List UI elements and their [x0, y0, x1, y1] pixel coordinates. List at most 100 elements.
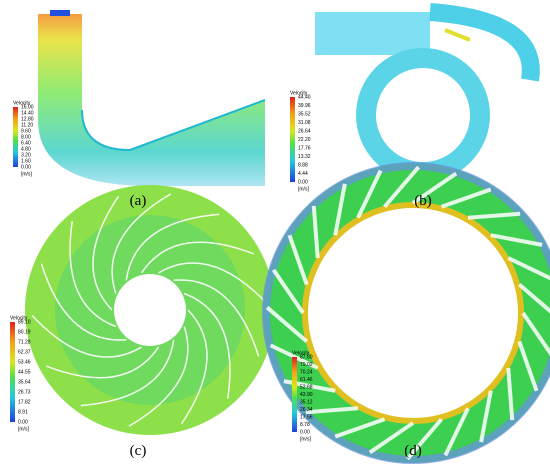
legend-tick: 53.46 [18, 359, 31, 365]
legend-unit: [m/s] [300, 436, 311, 442]
vane [521, 311, 550, 357]
legend-tick: 70.24 [300, 369, 313, 375]
legend-tick: 61.46 [300, 377, 313, 383]
legend-tick: 89.10 [18, 319, 31, 325]
legend-tick: 52.68 [300, 384, 313, 390]
vane [506, 367, 515, 421]
vane [405, 417, 443, 461]
blade [180, 309, 208, 425]
legend-tick: 8.91 [18, 409, 28, 415]
legend-tick: 0.00 [298, 179, 308, 185]
legend-tick: 44.55 [18, 369, 31, 375]
vane [490, 233, 543, 247]
legend-tick: 26.64 [298, 128, 311, 134]
legend-tick: 35.64 [18, 379, 31, 385]
legend-tick: 8.00 [21, 134, 31, 140]
legend-tick: 8.88 [298, 162, 308, 168]
legend-tick: 31.08 [298, 120, 311, 126]
vane [467, 211, 521, 220]
blade [125, 213, 220, 281]
panel-c-image [25, 185, 275, 435]
legend-tick: 9.60 [21, 128, 31, 134]
blade [80, 339, 175, 407]
legend-unit: [m/s] [18, 426, 29, 432]
blade [111, 193, 172, 294]
legend-tick: 4.80 [21, 146, 31, 152]
vane [368, 421, 415, 455]
legend-tick: 80.19 [18, 329, 31, 335]
vane [334, 417, 386, 439]
panel-label: (b) [414, 193, 432, 209]
vane [507, 256, 550, 281]
vane [479, 390, 493, 443]
legend-tick: 6.40 [21, 140, 31, 146]
colorbar [10, 322, 15, 422]
legend-tick: 79.02 [300, 362, 313, 368]
vane [271, 268, 305, 315]
vane [383, 165, 421, 209]
legend-title: Velocity [290, 90, 308, 96]
legend-tick: 0.00 [300, 429, 310, 435]
legend-tick: 35.52 [298, 111, 311, 117]
legend-title: Velocity [10, 315, 28, 321]
panel-d-image [262, 162, 550, 464]
panel-a-image [38, 10, 266, 186]
legend-tick: 17.76 [298, 145, 311, 151]
legend-tick: 26.73 [18, 389, 31, 395]
legend-title: Velocity [292, 350, 310, 356]
blade [45, 346, 160, 379]
vane [305, 406, 359, 415]
legend-tick: 44.40 [298, 94, 311, 100]
vane [311, 205, 320, 259]
legend-tick: 8.78 [300, 422, 310, 428]
blade [92, 195, 120, 311]
legend-tick: 13.32 [298, 154, 311, 160]
vane [440, 187, 492, 209]
legend-unit: [m/s] [298, 186, 309, 192]
legend-tick: 16.00 [21, 104, 34, 110]
panel-label: (a) [130, 193, 147, 209]
legend-tick: 12.80 [21, 116, 34, 122]
vane [443, 407, 470, 457]
colorbar [13, 107, 18, 167]
legend-tick: 0.00 [21, 164, 31, 170]
blade [140, 241, 255, 274]
vane [517, 283, 550, 314]
legend-tick: 3.20 [21, 152, 31, 158]
legend-tick: 62.37 [18, 349, 31, 355]
legend-tick: 0.00 [18, 419, 28, 425]
blade [31, 314, 142, 358]
blade [158, 262, 269, 306]
colorbar [292, 357, 297, 432]
blade [173, 279, 260, 357]
vane [333, 183, 347, 236]
legend-tick: 43.90 [300, 392, 313, 398]
legend-tick: 35.12 [300, 399, 313, 405]
legend-tick: 39.96 [298, 103, 311, 109]
vane [517, 340, 539, 392]
vane [411, 171, 458, 205]
panel-label: (d) [404, 443, 422, 459]
legend-tick: 11.20 [21, 122, 33, 128]
legend-tick: 4.44 [298, 171, 308, 177]
blade [128, 326, 189, 427]
legend-tick: 14.40 [21, 110, 34, 116]
vane [269, 343, 319, 370]
legend-tick: 1.60 [21, 158, 31, 164]
legend-tick: 17.56 [300, 414, 313, 420]
blade [40, 263, 127, 341]
vane [265, 305, 309, 343]
legend-unit: [m/s] [21, 171, 32, 177]
panel-label: (c) [130, 443, 147, 459]
legend-tick: 87.80 [300, 354, 313, 360]
legend-tick: 71.28 [18, 339, 31, 345]
legend-tick: 17.82 [18, 399, 31, 405]
vane [356, 169, 383, 219]
blade [69, 221, 117, 328]
panel-b-image [315, 3, 540, 182]
vane [287, 234, 309, 286]
legend-tick: 22.20 [298, 137, 311, 143]
colorbar [290, 97, 295, 182]
legend-tick: 26.34 [300, 407, 313, 413]
